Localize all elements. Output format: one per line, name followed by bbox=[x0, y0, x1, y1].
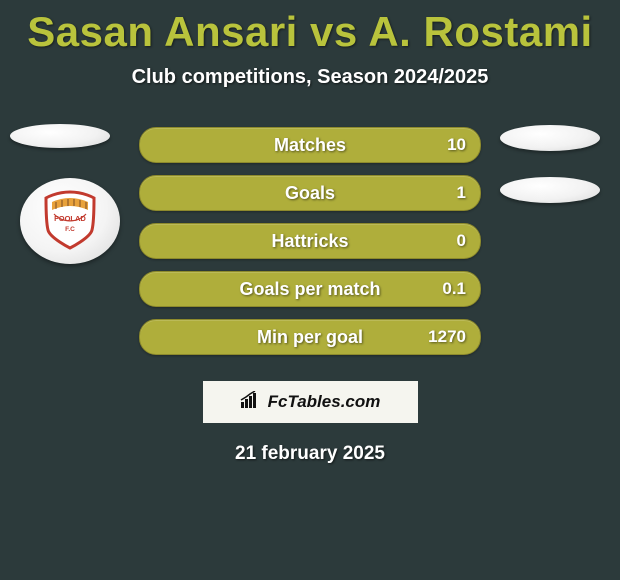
player-right-marker-2 bbox=[500, 177, 600, 203]
stat-bar: Goals per match 0.1 bbox=[139, 271, 481, 307]
stat-bar: Matches 10 bbox=[139, 127, 481, 163]
svg-text:F.C: F.C bbox=[65, 226, 75, 233]
fctables-text: FcTables.com bbox=[268, 392, 381, 412]
player-right-marker-1 bbox=[500, 125, 600, 151]
stat-value: 1270 bbox=[428, 320, 466, 354]
fctables-attribution: FcTables.com bbox=[203, 381, 418, 423]
stat-value: 0.1 bbox=[442, 272, 466, 306]
stat-label: Goals per match bbox=[140, 272, 480, 306]
stat-label: Goals bbox=[140, 176, 480, 210]
player-left-marker bbox=[10, 124, 110, 148]
club-badge: FOOLAD F.C bbox=[20, 178, 120, 264]
stat-bar: Hattricks 0 bbox=[139, 223, 481, 259]
page-title: Sasan Ansari vs A. Rostami bbox=[0, 0, 620, 56]
generated-date: 21 february 2025 bbox=[0, 443, 620, 465]
stat-label: Hattricks bbox=[140, 224, 480, 258]
comparison-infographic: Sasan Ansari vs A. Rostami Club competit… bbox=[0, 0, 620, 580]
stat-label: Matches bbox=[140, 128, 480, 162]
badge-label: FOOLAD bbox=[54, 214, 86, 223]
bar-chart-icon bbox=[240, 391, 262, 414]
stat-value: 1 bbox=[457, 176, 466, 210]
stat-bar: Min per goal 1270 bbox=[139, 319, 481, 355]
foolad-shield-icon: FOOLAD F.C bbox=[40, 190, 100, 250]
stat-value: 0 bbox=[457, 224, 466, 258]
stat-bar: Goals 1 bbox=[139, 175, 481, 211]
page-subtitle: Club competitions, Season 2024/2025 bbox=[0, 66, 620, 89]
stat-value: 10 bbox=[447, 128, 466, 162]
